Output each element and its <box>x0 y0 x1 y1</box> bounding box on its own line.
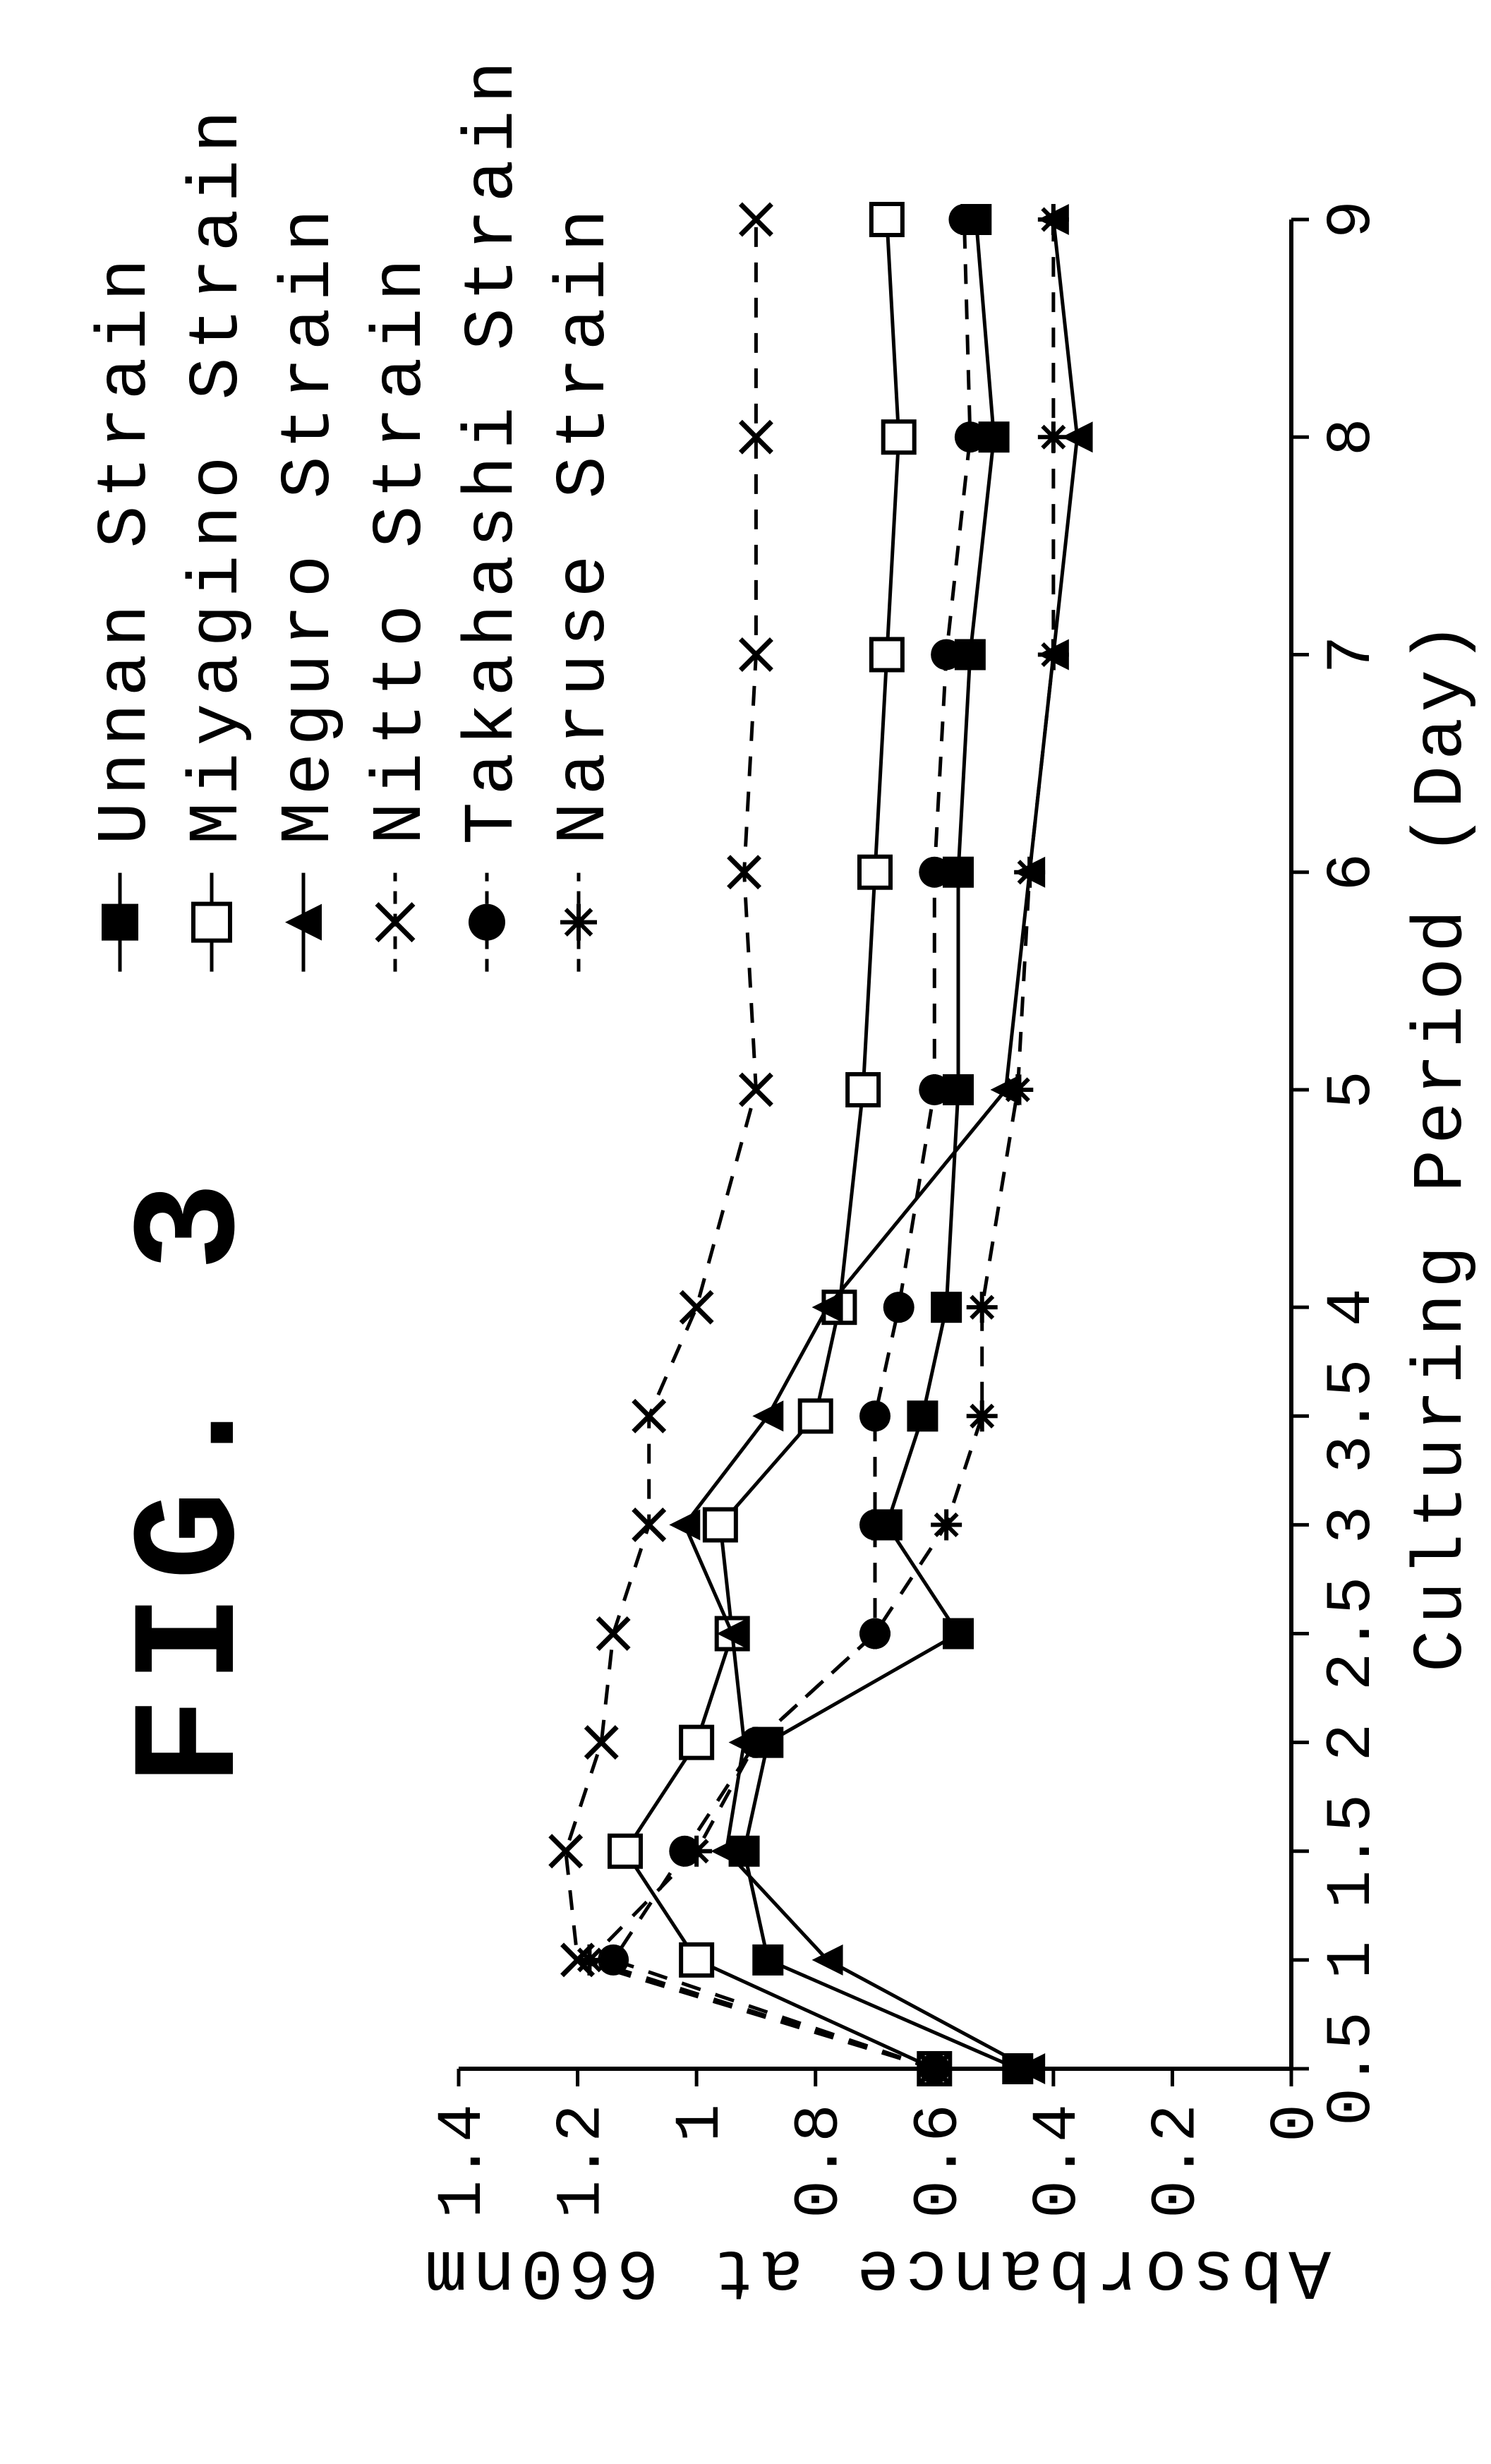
series-marker <box>574 1945 605 1976</box>
series-marker <box>883 1292 914 1323</box>
series-marker <box>871 204 903 235</box>
series-line-takahashi-strain <box>613 220 970 2069</box>
legend-item: Unnan Strain <box>87 251 167 971</box>
series-line-naruse-strain <box>589 220 1053 2069</box>
x-tick-label: 3 <box>1317 1506 1389 1544</box>
y-axis-label: Absorbance at 660nm <box>419 2230 1331 2310</box>
legend-label: Takahashi Strain <box>454 54 533 844</box>
y-tick-label: 0 <box>1260 2104 1332 2142</box>
series-marker <box>859 1618 891 1649</box>
legend: Unnan StrainMiyagino StrainMeguro Strain… <box>87 54 625 971</box>
y-tick-label: 0.8 <box>785 2104 857 2218</box>
series-marker <box>1038 421 1069 452</box>
x-tick-label: 7 <box>1317 635 1389 673</box>
x-axis-label: Culturing Period (Day) <box>1403 616 1483 1672</box>
series-marker <box>740 1727 771 1758</box>
x-tick-label: 2 <box>1317 1724 1389 1762</box>
series-marker <box>800 1400 831 1431</box>
series-marker <box>610 1836 641 1867</box>
x-tick-label: 6 <box>1317 853 1389 891</box>
legend-label: Naruse Strain <box>545 202 625 844</box>
x-tick-label: 1.5 <box>1317 1794 1389 1909</box>
legend-item: Nitto Strain <box>362 251 442 971</box>
series-marker <box>681 1836 712 1867</box>
series-marker <box>931 639 962 670</box>
series-marker <box>967 1400 998 1431</box>
series-marker <box>859 1400 891 1431</box>
y-tick-label: 1.4 <box>428 2104 500 2218</box>
figure-3-chart: 0.511.522.533.545678900.20.40.60.811.21.… <box>0 0 1491 2464</box>
legend-label: Meguro Strain <box>270 202 350 844</box>
series-marker <box>919 857 950 888</box>
series-marker <box>598 1618 629 1649</box>
series-marker <box>1002 1074 1033 1105</box>
series-line-miyagino-strain <box>625 220 934 2069</box>
series-line-unnan-strain <box>744 220 1018 2069</box>
series-marker <box>967 1292 998 1323</box>
x-tick-label: 4 <box>1317 1288 1389 1326</box>
series-marker <box>634 1509 665 1540</box>
legend-item: Meguro Strain <box>270 202 350 971</box>
legend-item: Miyagino Strain <box>179 103 258 971</box>
series-marker <box>669 1509 700 1540</box>
series-marker <box>752 1400 783 1431</box>
legend-label: Nitto Strain <box>362 251 442 844</box>
series-line-meguro-strain <box>684 220 1077 2069</box>
series-marker <box>681 1945 712 1976</box>
x-tick-label: 2.5 <box>1317 1577 1389 1691</box>
series-marker <box>859 857 891 888</box>
series-marker <box>859 1509 891 1540</box>
series-marker <box>943 1618 974 1649</box>
x-tick-label: 8 <box>1317 418 1389 456</box>
series-marker <box>955 421 986 452</box>
figure-title: FIG. 3 <box>110 1168 278 1786</box>
series-marker <box>705 1509 736 1540</box>
series-marker <box>1038 639 1069 670</box>
series-marker <box>883 421 914 452</box>
series-marker <box>847 1074 879 1105</box>
y-tick-label: 1 <box>665 2104 737 2142</box>
series-marker <box>681 1727 712 1758</box>
y-tick-label: 1.2 <box>547 2104 619 2218</box>
series-marker <box>871 639 903 670</box>
series-marker <box>948 204 979 235</box>
x-tick-label: 5 <box>1317 1071 1389 1109</box>
x-tick-label: 9 <box>1317 200 1389 239</box>
y-tick-label: 0.6 <box>903 2104 975 2218</box>
y-tick-label: 0.4 <box>1022 2104 1094 2218</box>
series-marker <box>907 1400 938 1431</box>
legend-label: Miyagino Strain <box>179 103 258 844</box>
series-marker <box>931 1509 962 1540</box>
legend-item: Takahashi Strain <box>454 54 533 971</box>
series-marker <box>681 1292 712 1323</box>
series-marker <box>919 2053 950 2084</box>
x-tick-label: 3.5 <box>1317 1359 1389 1473</box>
y-tick-label: 0.2 <box>1141 2104 1213 2218</box>
series-marker <box>752 1945 783 1976</box>
x-tick-label: 1 <box>1317 1941 1389 1979</box>
series-marker <box>919 1074 950 1105</box>
series-marker <box>931 1292 962 1323</box>
series-marker <box>729 857 760 888</box>
legend-item: Naruse Strain <box>545 202 625 971</box>
series-marker <box>1038 204 1069 235</box>
legend-label: Unnan Strain <box>87 251 167 844</box>
